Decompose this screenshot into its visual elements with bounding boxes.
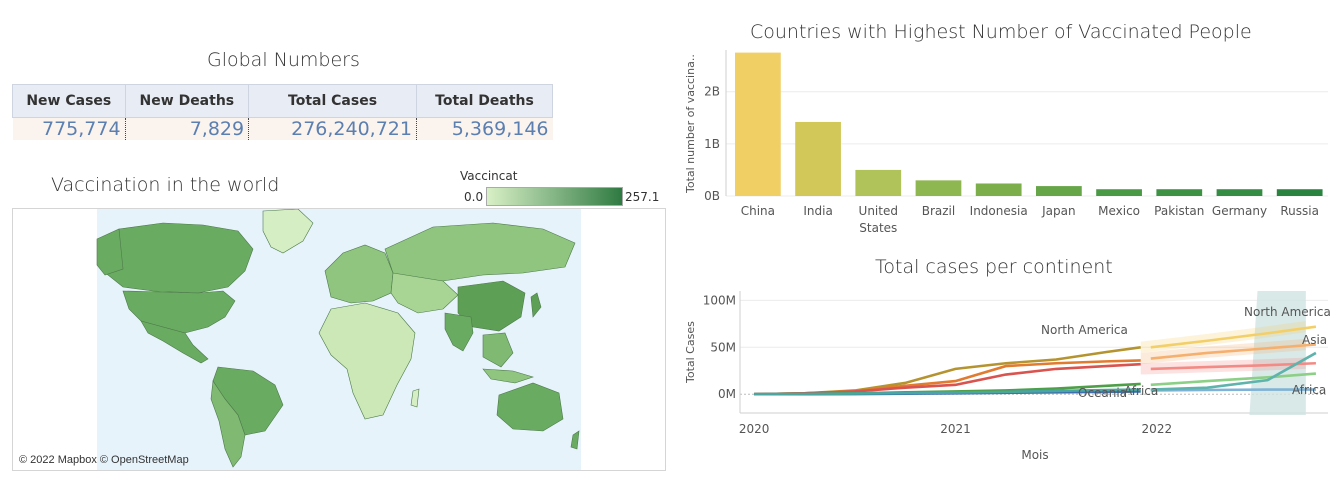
line-y-tick-label: 0M (718, 387, 736, 401)
bar-brazil[interactable] (915, 180, 962, 196)
value-new-cases[interactable]: 775,774 (12, 117, 126, 140)
bar-category-label: Pakistan (1154, 204, 1204, 218)
bar-category-label: United (859, 204, 898, 218)
forecast-line[interactable] (1150, 325, 1317, 349)
bar-germany[interactable] (1216, 189, 1263, 196)
bar-united-states[interactable] (855, 169, 902, 196)
india (444, 312, 474, 352)
vaccinated-bar-chart[interactable]: Total number of vaccina.. 2B 1B 0B China In… (680, 50, 1330, 245)
header-new-deaths[interactable]: New Deaths (124, 84, 250, 118)
bar-indonesia[interactable] (975, 183, 1022, 196)
label-asia-forecast: Asia (1302, 333, 1327, 347)
line-x-tick-label: 2022 (1142, 422, 1173, 436)
bar-japan[interactable] (1036, 186, 1082, 196)
mexico (140, 320, 209, 364)
map-title: Vaccination in the world (51, 174, 280, 196)
forecast-line[interactable] (1150, 351, 1317, 391)
line-x-axis-label: Mois (1021, 448, 1048, 462)
bar-russia[interactable] (1276, 189, 1323, 196)
line-x-tick-label: 2021 (940, 422, 971, 436)
bar-china[interactable] (735, 52, 781, 196)
forecast-line[interactable] (1150, 372, 1317, 387)
bar-y-axis-label: Total number of vaccina.. (684, 54, 697, 194)
global-numbers-table: New Cases New Deaths Total Cases Total D… (12, 84, 554, 140)
label-north-america-actual: North America (1041, 323, 1128, 337)
indonesia (482, 368, 534, 384)
southeast-asia (482, 332, 514, 368)
label-africa-forecast: Africa (1292, 383, 1326, 397)
japan (530, 292, 542, 318)
forecast-line[interactable] (1150, 343, 1317, 360)
bar-y-tick-label: 0B (704, 189, 720, 203)
header-new-cases[interactable]: New Cases (12, 84, 126, 118)
forecast-line[interactable] (1150, 361, 1316, 371)
bar-mexico[interactable] (1096, 189, 1142, 196)
continent-chart-title: Total cases per continent (875, 256, 1113, 278)
bar-category-label: Indonesia (970, 204, 1028, 218)
header-total-cases[interactable]: Total Cases (248, 84, 417, 118)
global-numbers-title: Global Numbers (207, 49, 360, 71)
color-legend-bar[interactable] (486, 187, 623, 206)
bar-category-label: States (859, 221, 897, 235)
bar-category-label: Japan (1041, 204, 1075, 218)
greenland (262, 208, 314, 254)
label-north-america-forecast: North America (1244, 305, 1330, 319)
central-asia (390, 272, 459, 314)
line-y-axis-label: Total Cases (684, 321, 697, 384)
vaccinated-chart-title: Countries with Highest Number of Vaccina… (750, 21, 1252, 43)
line-y-tick-label: 50M (710, 340, 736, 354)
alaska (96, 228, 124, 276)
bar-category-label: Germany (1212, 204, 1267, 218)
bar-category-label: China (741, 204, 775, 218)
bar-category-label: Brazil (922, 204, 956, 218)
value-total-deaths[interactable]: 5,369,146 (416, 117, 553, 140)
forecast-line[interactable] (1150, 388, 1316, 392)
value-total-cases[interactable]: 276,240,721 (248, 117, 417, 140)
bar-y-tick-label: 2B (704, 85, 720, 99)
line-y-tick-label: 100M (703, 293, 736, 307)
legend-max-label: 257.1 (625, 190, 660, 204)
andes (210, 380, 246, 468)
bar-category-label: Mexico (1098, 204, 1140, 218)
forecast-band (1249, 291, 1306, 415)
world-map[interactable]: © 2022 Mapbox © OpenStreetMap (12, 208, 666, 471)
new-zealand (570, 430, 580, 450)
united-states (122, 290, 236, 334)
africa (318, 302, 416, 420)
table-header-row: New Cases New Deaths Total Cases Total D… (12, 84, 554, 118)
legend-title: Vaccincat (460, 169, 518, 183)
bar-category-label: India (803, 204, 832, 218)
bar-pakistan[interactable] (1156, 189, 1203, 196)
world-map-svg[interactable] (13, 208, 665, 470)
bar-category-label: Russia (1280, 204, 1319, 218)
countries (96, 208, 580, 468)
label-oceania: Oceania (1078, 386, 1127, 400)
label-africa-actual: Africa (1124, 384, 1158, 398)
table-row: 775,774 7,829 276,240,721 5,369,146 (12, 117, 553, 140)
header-total-deaths[interactable]: Total Deaths (415, 84, 554, 118)
line-x-tick-label: 2020 (739, 422, 770, 436)
continent-line-chart[interactable]: Total Cases Mois 100M 50M 0M 2020 2021 2022 N… (680, 283, 1330, 473)
madagascar (410, 388, 420, 408)
bar-y-tick-label: 1B (704, 137, 720, 151)
legend-min-label: 0.0 (464, 190, 484, 204)
australia (496, 382, 564, 432)
bar-india[interactable] (795, 121, 841, 196)
value-new-deaths[interactable]: 7,829 (125, 117, 250, 140)
series-line[interactable] (754, 388, 1141, 396)
map-attribution: © 2022 Mapbox © OpenStreetMap (19, 454, 189, 466)
